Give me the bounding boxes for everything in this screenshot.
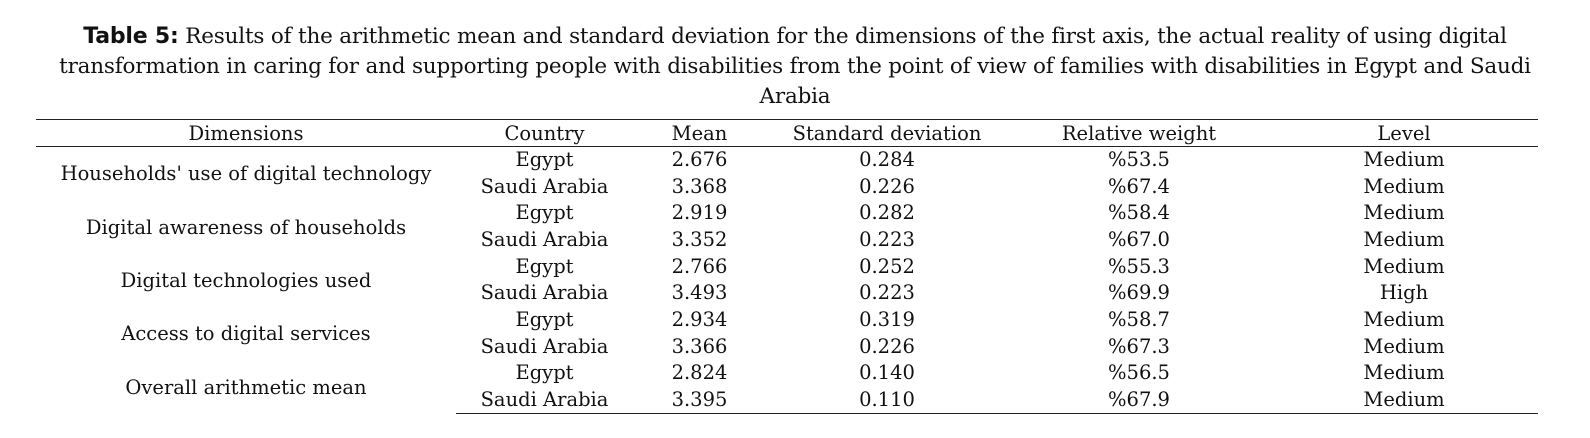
header-dimensions: Dimensions <box>36 119 456 147</box>
standard-deviation-cell: 0.319 <box>859 307 915 331</box>
level-cell: Medium <box>1270 386 1538 414</box>
mean-cell: 2.919 <box>671 201 728 225</box>
relative-weight-cell: %69.9 <box>1108 281 1170 305</box>
caption-text: Results of the arithmetic mean and stand… <box>59 24 1531 109</box>
standard-deviation-cell: 0.140 <box>859 361 915 385</box>
standard-deviation-cell: 0.223 <box>859 227 915 251</box>
results-table: Dimensions Country Mean Standard deviati… <box>36 119 1538 414</box>
relative-weight-cell: %67.3 <box>1108 334 1170 358</box>
dimension-cell: Overall arithmetic mean <box>125 375 367 399</box>
relative-weight-cell: %55.3 <box>1108 254 1170 278</box>
header-level: Level <box>1270 119 1538 147</box>
table-body: Households' use of digital technology Egy… <box>36 147 1538 414</box>
header-country: Country <box>456 119 633 147</box>
mean-cell: 3.366 <box>671 334 728 358</box>
table-row: Households' use of digital technology Egy… <box>36 147 1538 185</box>
level-cell: Medium <box>1363 148 1445 172</box>
table-row: Saudi Arabia 3.352 0.223 %67.0 Medium <box>36 227 1538 254</box>
level-cell: Medium <box>1363 334 1445 358</box>
mean-cell: 3.368 <box>671 174 728 198</box>
country-cell: Saudi Arabia <box>480 227 609 251</box>
table-row: Digital awareness of households Egypt 2.91… <box>36 200 1538 238</box>
table-row: Saudi Arabia 3.368 0.226 %67.4 Medium <box>36 173 1538 200</box>
mean-cell: 2.934 <box>671 307 728 331</box>
header-standard-deviation: Standard deviation <box>766 119 1008 147</box>
table-row: Saudi Arabia 3.395 0.110 %67.9 Medium <box>36 386 1538 414</box>
header-relative-weight: Relative weight <box>1008 119 1270 147</box>
standard-deviation-cell: 0.226 <box>859 334 915 358</box>
level-cell: High <box>1379 281 1429 305</box>
country-cell: Saudi Arabia <box>456 386 633 414</box>
level-cell: Medium <box>1363 227 1445 251</box>
level-cell: Medium <box>1363 254 1445 278</box>
relative-weight-cell: %58.7 <box>1108 307 1170 331</box>
standard-deviation-cell: 0.282 <box>859 201 915 225</box>
table-row: Saudi Arabia 3.366 0.226 %67.3 Medium <box>36 333 1538 360</box>
table-row: Saudi Arabia 3.493 0.223 %69.9 High <box>36 280 1538 307</box>
country-cell: Saudi Arabia <box>480 334 609 358</box>
level-cell: Medium <box>1363 307 1445 331</box>
table-caption: Table 5: Results of the arithmetic mean … <box>50 22 1540 112</box>
country-cell: Saudi Arabia <box>480 281 609 305</box>
mean-cell: 2.824 <box>671 361 728 385</box>
dimension-cell: Access to digital services <box>121 322 371 346</box>
country-cell: Egypt <box>515 148 574 172</box>
mean-cell: 3.493 <box>671 281 728 305</box>
caption-label: Table 5: <box>83 24 179 49</box>
standard-deviation-cell: 0.223 <box>859 281 915 305</box>
table-row: Digital technologies used Egypt 2.766 0.252… <box>36 253 1538 292</box>
level-cell: Medium <box>1363 201 1445 225</box>
country-cell: Egypt <box>515 201 574 225</box>
mean-cell: 2.676 <box>671 148 728 172</box>
level-cell: Medium <box>1363 174 1445 198</box>
country-cell: Egypt <box>515 254 574 278</box>
relative-weight-cell: %58.4 <box>1108 201 1170 225</box>
mean-cell: 3.352 <box>671 227 728 251</box>
mean-cell: 2.766 <box>671 254 728 278</box>
dimension-cell: Households' use of digital technology <box>60 162 432 186</box>
dimension-cell: Digital technologies used <box>120 268 372 292</box>
standard-deviation-cell: 0.284 <box>859 148 915 172</box>
relative-weight-cell: %56.5 <box>1108 361 1170 385</box>
country-cell: Saudi Arabia <box>480 174 609 198</box>
country-cell: Egypt <box>515 307 574 331</box>
table-row: Access to digital services Egypt 2.934 0.31… <box>36 307 1538 345</box>
country-cell: Egypt <box>515 361 574 385</box>
table-row: Overall arithmetic mean Egypt 2.824 0.140 %5… <box>36 360 1538 398</box>
header-row: Dimensions Country Mean Standard deviati… <box>36 119 1538 147</box>
dimension-cell: Digital awareness of households <box>85 215 407 239</box>
standard-deviation-cell: 0.252 <box>859 254 915 278</box>
relative-weight-cell: %67.0 <box>1108 227 1170 251</box>
relative-weight-cell: %53.5 <box>1108 148 1170 172</box>
mean-cell: 3.395 <box>633 386 766 414</box>
relative-weight-cell: %67.4 <box>1108 174 1170 198</box>
header-mean: Mean <box>633 119 766 147</box>
relative-weight-cell: %67.9 <box>1008 386 1270 414</box>
standard-deviation-cell: 0.226 <box>859 174 915 198</box>
level-cell: Medium <box>1363 361 1445 385</box>
results-table-container: Dimensions Country Mean Standard deviati… <box>36 119 1538 414</box>
standard-deviation-cell: 0.110 <box>766 386 1008 414</box>
